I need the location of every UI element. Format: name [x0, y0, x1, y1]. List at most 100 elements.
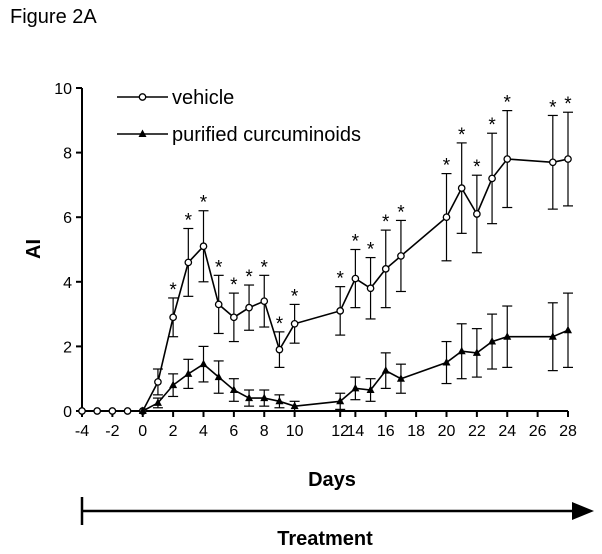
treatment-timeline	[80, 497, 594, 525]
x-tick-label: 26	[529, 423, 547, 440]
x-tick-label: 24	[498, 423, 516, 440]
x-tick-label: 14	[346, 423, 364, 440]
data-point	[503, 155, 512, 163]
significance-star: *	[443, 156, 451, 177]
data-point	[442, 358, 451, 366]
data-point	[488, 337, 497, 345]
data-point	[199, 359, 208, 368]
data-point	[78, 407, 86, 415]
significance-star: *	[458, 125, 466, 146]
x-tick-label: 16	[377, 423, 395, 440]
data-point	[381, 366, 390, 374]
data-point	[564, 325, 572, 334]
data-point	[397, 252, 405, 260]
data-point	[153, 398, 162, 406]
data-point	[108, 407, 117, 415]
x-tick-label: 18	[407, 423, 425, 440]
y-tick-label: 2	[63, 339, 72, 356]
data-point	[488, 174, 496, 183]
significance-star: *	[291, 286, 299, 307]
legend-label: vehicle	[172, 87, 234, 109]
legend-label: purified curcuminoids	[172, 124, 361, 146]
x-tick-label: 6	[229, 423, 238, 440]
data-point	[260, 297, 269, 306]
data-point	[123, 407, 132, 415]
arrow-head-icon	[572, 502, 594, 520]
significance-star: *	[367, 240, 375, 261]
x-tick-label: 22	[468, 423, 486, 440]
data-point	[154, 378, 162, 386]
series-line	[82, 158, 569, 412]
data-point	[169, 313, 177, 322]
data-point	[336, 396, 345, 405]
significance-star: *	[336, 269, 344, 290]
data-point	[472, 348, 481, 356]
data-point	[93, 407, 102, 415]
significance-star: *	[230, 275, 238, 296]
significance-star: *	[169, 280, 177, 301]
data-point	[396, 374, 405, 382]
data-point	[366, 385, 375, 394]
data-point	[351, 274, 360, 283]
significance-star: *	[200, 193, 208, 214]
significance-star: *	[352, 232, 360, 253]
data-point	[442, 213, 451, 222]
data-point	[214, 372, 223, 381]
data-point	[457, 184, 466, 192]
x-tick-label: 8	[260, 423, 269, 440]
significance-star: *	[185, 211, 193, 232]
significance-star: *	[504, 93, 512, 114]
x-axis-title: Days	[308, 469, 356, 491]
y-axis-title: AI	[23, 239, 45, 259]
legend-marker	[138, 129, 147, 137]
series-group: * * * * * * * * * * * * * * * * * * * * *	[78, 93, 573, 415]
x-tick-label: 28	[559, 423, 577, 440]
data-point	[457, 346, 466, 355]
x-tick-label: -4	[75, 423, 89, 440]
significance-star: *	[549, 97, 557, 118]
data-point	[245, 303, 253, 312]
y-tick-label: 4	[63, 275, 72, 292]
data-point	[366, 284, 375, 293]
x-tick-label: 10	[286, 423, 304, 440]
data-point	[473, 210, 481, 218]
series-curcuminoids	[138, 292, 573, 414]
x-tick-label: 20	[438, 423, 456, 440]
y-tick-label: 6	[63, 210, 72, 227]
significance-star: *	[276, 314, 284, 335]
x-tick-label: 4	[199, 423, 208, 440]
data-point	[275, 345, 284, 354]
legend-marker	[138, 93, 147, 101]
data-point	[230, 313, 238, 322]
data-point	[260, 393, 269, 402]
data-point	[564, 155, 572, 163]
series-vehicle: * * * * * * * * * * * * * * * * * * * * *	[78, 93, 573, 415]
data-point	[184, 369, 193, 377]
data-point	[275, 396, 284, 405]
legend: vehicle purified curcuminoids	[117, 87, 361, 146]
significance-star: *	[488, 115, 496, 136]
timeline-label: Treatment	[277, 528, 373, 550]
y-tick-label: 8	[63, 146, 72, 163]
data-point	[351, 383, 360, 392]
data-point	[548, 158, 557, 167]
significance-star: *	[245, 267, 253, 288]
x-tick-label: 2	[169, 423, 178, 440]
significance-star: *	[397, 202, 405, 223]
data-point	[245, 393, 254, 402]
data-point	[381, 265, 390, 273]
data-point	[503, 332, 512, 340]
data-point	[199, 242, 208, 251]
x-tick-label: 0	[138, 423, 147, 440]
significance-star: *	[473, 157, 481, 178]
figure-label: Figure 2A	[10, 6, 97, 28]
data-point	[169, 380, 178, 389]
data-point	[138, 406, 147, 414]
y-tick-label: 0	[63, 404, 72, 421]
data-point	[290, 319, 299, 328]
significance-star: *	[215, 257, 223, 278]
data-point	[214, 300, 223, 309]
significance-star: *	[564, 94, 572, 115]
x-tick-label: -2	[105, 423, 119, 440]
